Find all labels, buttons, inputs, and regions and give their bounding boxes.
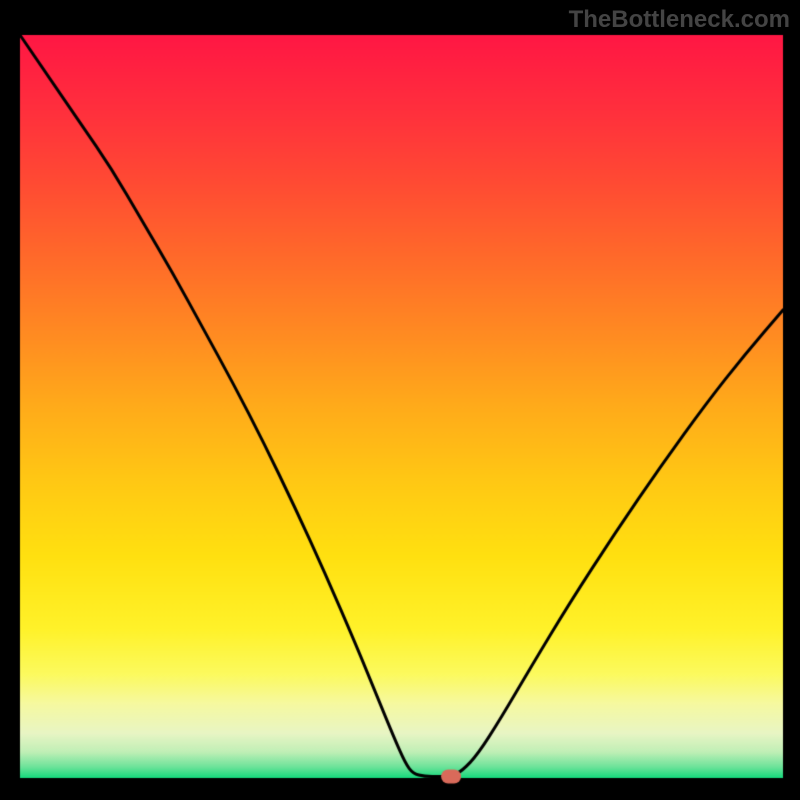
watermark-label: TheBottleneck.com [569, 6, 790, 34]
chart-container: TheBottleneck.com [0, 0, 800, 800]
bottleneck-curve-chart [0, 0, 800, 800]
